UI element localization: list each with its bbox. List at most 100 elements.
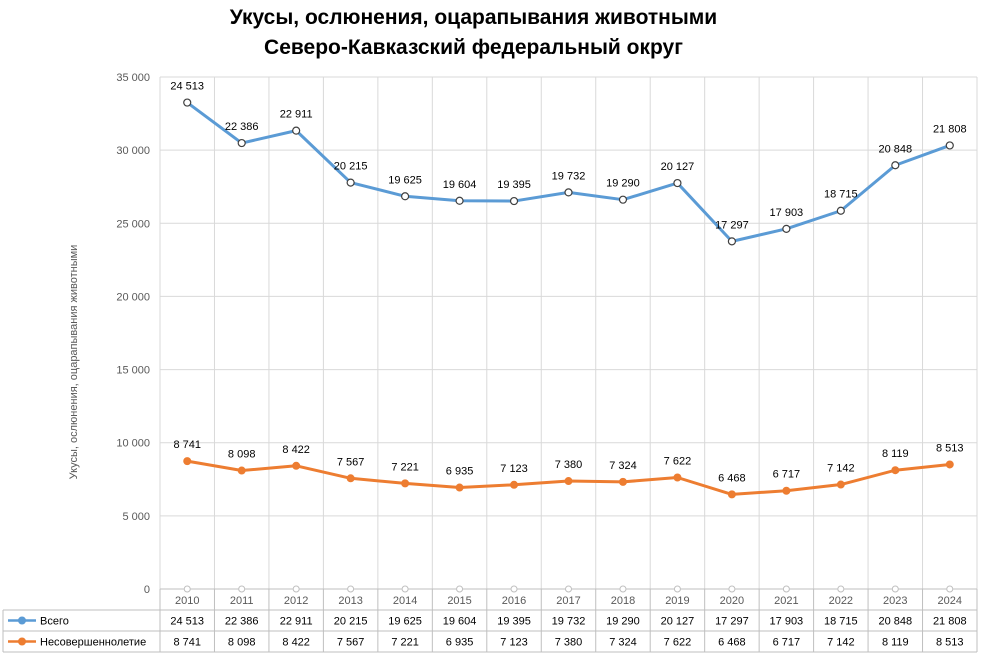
data-point — [237, 466, 246, 475]
legend-entry-label: Несовершеннолетие — [40, 637, 146, 649]
table-cell-value: 6 935 — [446, 637, 474, 649]
data-label: 8 119 — [882, 448, 909, 460]
x-category-label: 2011 — [230, 595, 254, 607]
data-point — [183, 98, 192, 107]
data-label: 17 297 — [715, 219, 749, 231]
data-point — [836, 480, 845, 489]
table-cell-value: 7 221 — [391, 637, 419, 649]
legend-key-marker — [18, 616, 26, 625]
data-point — [401, 192, 410, 201]
y-tick-label: 25 000 — [116, 218, 150, 230]
x-category-label: 2017 — [556, 595, 580, 607]
data-label: 19 604 — [443, 179, 477, 191]
table-cell-value: 7 380 — [555, 637, 583, 649]
y-tick-label: 15 000 — [116, 365, 150, 377]
x-category-label: 2012 — [284, 595, 308, 607]
data-point — [455, 196, 464, 205]
x-category-label: 2016 — [502, 595, 526, 607]
y-tick-label: 35 000 — [116, 72, 150, 84]
x-axis-marker — [347, 585, 355, 593]
x-axis-marker — [401, 585, 409, 593]
data-point — [673, 473, 682, 482]
data-point — [891, 466, 900, 475]
data-label: 20 215 — [334, 161, 368, 173]
data-label: 19 290 — [606, 178, 640, 190]
data-label: 7 221 — [391, 461, 419, 473]
x-axis-marker — [946, 585, 954, 593]
table-cell-value: 8 513 — [936, 637, 964, 649]
table-cell-value: 17 903 — [770, 616, 804, 628]
table-cell-value: 6 717 — [773, 637, 801, 649]
data-label: 8 098 — [228, 449, 256, 461]
chart-title: Укусы, ослюнения, оцарапывания животными — [229, 6, 718, 29]
data-label: 8 513 — [936, 442, 964, 454]
table-cell-value: 8 741 — [173, 637, 201, 649]
data-label: 7 123 — [500, 463, 528, 475]
x-category-label: 2015 — [447, 595, 471, 607]
table-cell-value: 20 127 — [661, 616, 695, 628]
x-category-label: 2020 — [720, 595, 744, 607]
table-cell-value: 22 386 — [225, 616, 259, 628]
x-axis-marker — [510, 585, 518, 593]
data-point — [564, 188, 573, 197]
x-axis-marker — [619, 585, 627, 593]
data-label: 7 142 — [827, 463, 855, 475]
data-point — [401, 479, 410, 488]
data-point — [727, 490, 736, 499]
data-label: 7 622 — [664, 456, 692, 468]
x-axis-marker — [183, 585, 191, 593]
table-cell-value: 20 848 — [878, 616, 912, 628]
data-point — [836, 206, 845, 215]
data-label: 7 567 — [337, 456, 365, 468]
table-cell-value: 19 732 — [552, 616, 586, 628]
table-cell-value: 6 468 — [718, 637, 746, 649]
data-label: 24 513 — [170, 81, 204, 93]
table-cell-value: 19 395 — [497, 616, 531, 628]
data-point — [455, 483, 464, 492]
x-category-label: 2018 — [611, 595, 635, 607]
y-tick-label: 30 000 — [116, 145, 150, 157]
data-point — [510, 480, 519, 489]
x-category-label: 2022 — [829, 595, 853, 607]
data-point — [727, 237, 737, 246]
y-tick-label: 5 000 — [122, 511, 150, 523]
data-label: 8 422 — [282, 444, 310, 456]
data-label: 17 903 — [770, 207, 804, 219]
x-axis-marker — [292, 585, 300, 593]
table-cell-value: 21 808 — [933, 616, 967, 628]
data-label: 6 717 — [773, 469, 801, 481]
y-tick-label: 10 000 — [116, 438, 150, 450]
data-label: 22 386 — [225, 121, 259, 133]
table-cell-value: 20 215 — [334, 616, 368, 628]
data-label: 20 848 — [878, 143, 912, 155]
data-point — [782, 224, 791, 233]
x-axis-marker — [565, 585, 572, 593]
data-point — [346, 474, 355, 483]
table-cell-value: 19 604 — [443, 616, 477, 628]
x-category-label: 2021 — [774, 595, 798, 607]
x-axis-marker — [837, 585, 845, 593]
table-cell-value: 7 324 — [609, 637, 637, 649]
data-point — [183, 457, 192, 466]
x-category-label: 2014 — [393, 595, 417, 607]
x-category-label: 2024 — [938, 595, 962, 607]
y-tick-label: 0 — [144, 584, 150, 596]
x-axis-marker — [673, 585, 681, 593]
data-point — [618, 477, 627, 486]
table-cell-value: 7 622 — [664, 637, 692, 649]
x-axis-marker — [782, 585, 790, 593]
x-category-label: 2013 — [338, 595, 362, 607]
chart-subtitle: Северо-Кавказский федеральный округ — [264, 36, 683, 59]
table-cell-value: 8 098 — [228, 637, 256, 649]
table-cell-value: 18 715 — [824, 616, 858, 628]
y-tick-label: 20 000 — [116, 291, 150, 303]
x-category-label: 2010 — [175, 595, 199, 607]
data-point — [237, 138, 246, 148]
data-point — [945, 460, 954, 469]
data-point — [346, 178, 355, 187]
table-cell-value: 7 123 — [500, 637, 528, 649]
data-label: 18 715 — [824, 189, 858, 201]
data-label: 19 625 — [388, 174, 422, 186]
legend-key-marker — [18, 637, 26, 646]
